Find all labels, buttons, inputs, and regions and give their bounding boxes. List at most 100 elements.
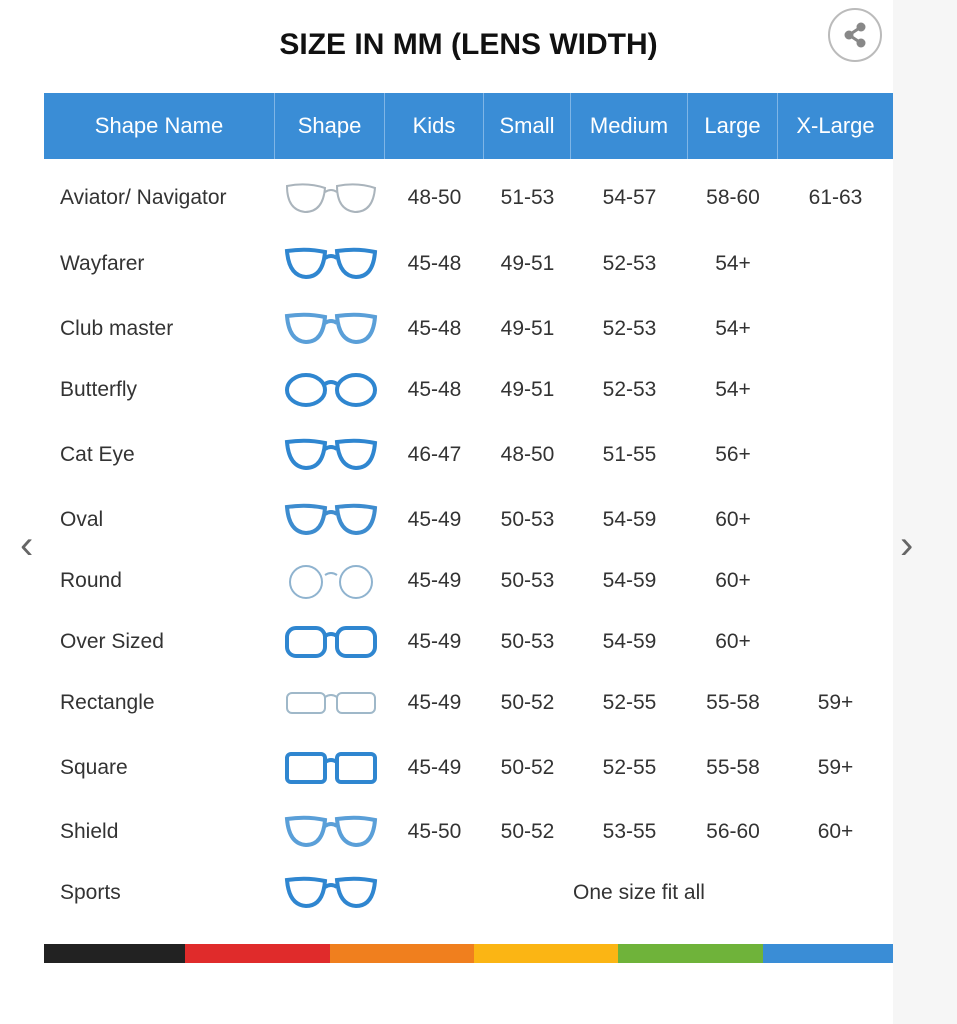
rectangle-glasses-icon: [286, 692, 376, 714]
color-bar-segment: [330, 944, 474, 963]
table-row: Square 45-49 50-52 52-55 55-58 59+: [44, 738, 893, 798]
table-row: Cat Eye 46-47 48-50 51-55 56+: [44, 425, 893, 485]
size-large: 60+: [715, 569, 751, 592]
column-header-x-large: X-Large: [796, 113, 875, 138]
size-small: 50-53: [500, 508, 555, 531]
color-bar-segment: [618, 944, 763, 963]
size-x-large: [778, 299, 893, 359]
round-glasses-icon: [289, 565, 373, 599]
size-kids: 45-48: [407, 252, 462, 275]
column-header-large: Large: [688, 93, 778, 159]
table-header: Shape Name Shape Kids Small Medium Large X-Lar…: [44, 93, 893, 159]
size-kids: 45-48: [407, 317, 462, 340]
size-large: 54+: [715, 252, 751, 275]
size-medium: 52-53: [602, 317, 657, 340]
size-small: 50-52: [500, 820, 555, 843]
size-small: 51-53: [500, 186, 555, 209]
size-large: 55-58: [706, 691, 760, 714]
shape-name: Round: [60, 569, 122, 592]
size-medium: 54-59: [602, 569, 657, 592]
size-small: 50-53: [500, 569, 555, 592]
size-x-large: [778, 425, 893, 485]
size-x-large: [778, 360, 893, 420]
shape-name: Butterfly: [60, 378, 138, 401]
shape-name: Wayfarer: [60, 252, 145, 275]
aviator-glasses-icon: [285, 183, 377, 214]
size-medium: 53-55: [602, 820, 657, 843]
butterfly-glasses-icon: [285, 373, 377, 407]
shape-name: Shield: [60, 820, 119, 843]
shape-name: Square: [60, 756, 128, 779]
page-title: SIZE IN MM (LENS WIDTH): [279, 28, 658, 61]
shape-name: Aviator/ Navigator: [60, 186, 227, 209]
size-large: 58-60: [706, 186, 760, 209]
size-small: 50-52: [500, 756, 555, 779]
size-medium: 54-59: [602, 630, 657, 653]
column-header-medium: Medium: [571, 93, 688, 159]
color-bar-segment: [44, 944, 185, 963]
chevron-left-icon[interactable]: ‹: [20, 523, 34, 567]
size-kids: 46-47: [407, 443, 462, 466]
table-row: Rectangle 45-49 50-52 52-55 55-58 59+: [44, 673, 893, 733]
table-row: Over Sized 45-49 50-53 54-59 60+: [44, 612, 893, 672]
share-button[interactable]: [828, 8, 882, 62]
column-header-shape-name: Shape Name: [44, 93, 275, 159]
size-medium: 52-53: [602, 378, 657, 401]
color-bar-segment: [185, 944, 330, 963]
size-medium: 52-53: [602, 252, 657, 275]
size-x-large: 60+: [817, 820, 854, 843]
size-medium: 51-55: [602, 443, 657, 466]
oversized-glasses-icon: [285, 626, 377, 658]
size-large: 56-60: [706, 820, 760, 843]
size-medium: 54-59: [602, 508, 657, 531]
size-kids: 45-49: [407, 508, 462, 531]
table-row: Sports One size fit all: [44, 863, 893, 923]
sports-glasses-icon: [284, 876, 378, 909]
column-header-small: Small: [484, 93, 571, 159]
table-row: Wayfarer 45-48 49-51 52-53 54+: [44, 234, 893, 294]
size-kids: 45-50: [407, 820, 462, 843]
table-row: Oval 45-49 50-53 54-59 60+: [44, 490, 893, 550]
size-note: One size fit all: [573, 881, 705, 904]
size-large: 56+: [715, 443, 751, 466]
size-small: 50-53: [500, 630, 555, 653]
size-small: 48-50: [500, 443, 555, 466]
size-kids: 48-50: [407, 186, 462, 209]
size-large: 54+: [715, 378, 751, 401]
table-row: Butterfly 45-48 49-51 52-53 54+: [44, 360, 893, 420]
column-header-shape: Shape: [275, 93, 385, 159]
size-large: 54+: [715, 317, 751, 340]
side-strip: [893, 0, 957, 1024]
size-medium: 52-55: [602, 756, 657, 779]
size-small: 49-51: [500, 317, 555, 340]
clubmaster-glasses-icon: [284, 312, 378, 345]
table-row: Round 45-49 50-53 54-59 60+: [44, 551, 893, 611]
size-large: 60+: [715, 630, 751, 653]
size-x-large: 59+: [817, 756, 854, 779]
size-x-large: [778, 234, 893, 294]
shape-name: Rectangle: [60, 691, 155, 714]
size-medium: 54-57: [602, 186, 657, 209]
table-row: Shield 45-50 50-52 53-55 56-60 60+: [44, 802, 893, 862]
size-small: 49-51: [500, 378, 555, 401]
color-bar-segment: [474, 944, 618, 963]
size-large: 60+: [715, 508, 751, 531]
size-small: 50-52: [500, 691, 555, 714]
shape-name: Over Sized: [60, 630, 164, 653]
size-x-large: [778, 551, 893, 611]
shape-name: Club master: [60, 317, 174, 340]
oval-glasses-icon: [284, 503, 378, 536]
wayfarer-glasses-icon: [284, 247, 378, 280]
shape-name: Cat Eye: [60, 443, 135, 466]
cat-eye-glasses-icon: [284, 438, 378, 471]
column-header-kids: Kids: [385, 93, 484, 159]
shape-name: Oval: [60, 508, 104, 531]
size-x-large: 61-63: [808, 186, 863, 209]
size-kids: 45-49: [407, 756, 462, 779]
share-icon: [844, 22, 866, 48]
chevron-right-icon[interactable]: ›: [900, 523, 914, 567]
size-x-large: [778, 490, 893, 550]
size-large: 55-58: [706, 756, 760, 779]
shield-glasses-icon: [284, 815, 378, 848]
size-medium: 52-55: [602, 691, 657, 714]
